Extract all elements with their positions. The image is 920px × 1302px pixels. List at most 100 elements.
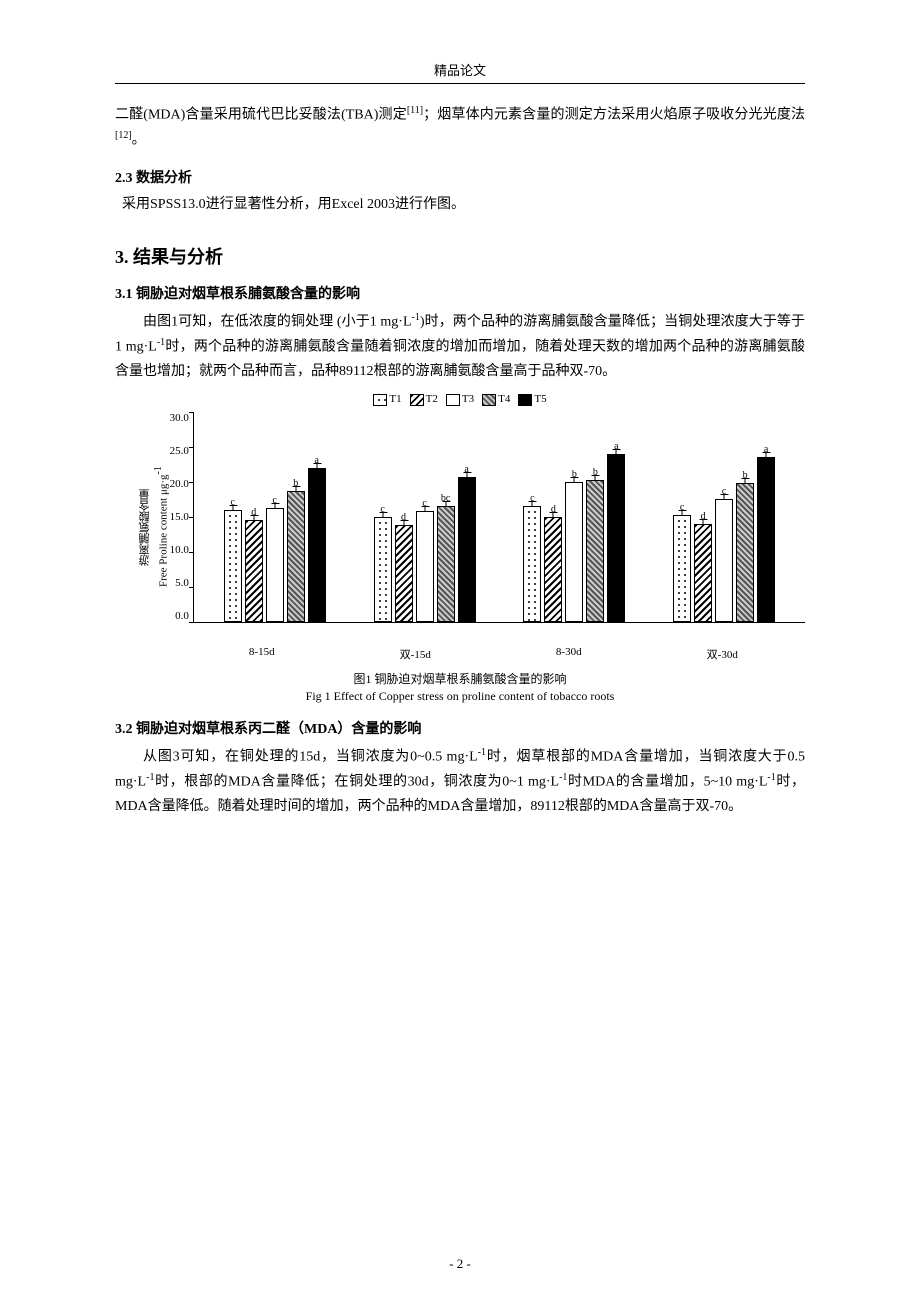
x-tick-label: 8-30d — [514, 646, 624, 662]
error-bar — [382, 512, 383, 518]
error-bar — [424, 506, 425, 512]
bar — [395, 525, 413, 622]
bar — [437, 506, 455, 622]
bar-column: d — [395, 513, 413, 622]
y-tick-label: 10.0 — [170, 544, 189, 556]
header-rule — [115, 83, 805, 84]
page-number: - 2 - — [0, 1256, 920, 1272]
error-bar — [253, 515, 254, 521]
y-tick-label: 30.0 — [170, 412, 189, 424]
bar — [607, 454, 625, 622]
error-bar — [682, 510, 683, 516]
error-bar — [466, 472, 467, 478]
legend-item: T3 — [446, 393, 474, 405]
bar-column: c — [374, 505, 392, 622]
bar-column: b — [586, 468, 604, 622]
error-bar — [595, 475, 596, 481]
bar — [715, 499, 733, 622]
bar — [757, 457, 775, 622]
y-axis-label: 游离脯氨酸含量Free Proline content μg·g-1 — [135, 412, 170, 642]
error-bar — [553, 512, 554, 518]
legend-label: T3 — [462, 393, 474, 405]
bar — [523, 506, 541, 622]
error-bar — [274, 503, 275, 509]
bar — [458, 477, 476, 622]
bar-column: c — [673, 503, 691, 621]
error-bar — [316, 463, 317, 469]
bar — [673, 515, 691, 621]
bar — [308, 468, 326, 622]
error-bar — [766, 452, 767, 458]
bar — [266, 508, 284, 622]
figure-1: T1 T2 T3 T4 T5 游离脯氨酸含量Free Proline content μ… — [115, 393, 805, 703]
bar-column: a — [308, 456, 326, 622]
error-bar — [232, 505, 233, 511]
y-tick-label: 15.0 — [170, 511, 189, 523]
paragraph-3-1: 由图1可知，在低浓度的铜处理 (小于1 mg·L-1)时，两个品种的游离脯氨酸含… — [115, 309, 805, 384]
bar-column: d — [245, 508, 263, 622]
legend-item: T4 — [482, 393, 510, 405]
bar-column: c — [224, 498, 242, 622]
chart-legend: T1 T2 T3 T4 T5 — [115, 393, 805, 405]
heading-3-2: 3.2 铜胁迫对烟草根系丙二醛（MDA）含量的影响 — [115, 718, 805, 738]
paragraph-intro-continuation: 二醛(MDA)含量采用硫代巴比妥酸法(TBA)测定[11]；烟草体内元素含量的测… — [115, 102, 805, 153]
bar-column: d — [694, 512, 712, 622]
bar-column: b — [565, 470, 583, 622]
bar-column: a — [757, 445, 775, 622]
error-bar — [295, 486, 296, 492]
x-tick-label: 双-15d — [360, 646, 470, 662]
legend-swatch — [373, 394, 387, 406]
bar — [544, 517, 562, 622]
y-tick-label: 5.0 — [175, 577, 189, 589]
y-tick-label: 0.0 — [175, 610, 189, 622]
error-bar — [445, 501, 446, 507]
bar — [245, 520, 263, 622]
paragraph-2-3: 采用SPSS13.0进行显著性分析，用Excel 2003进行作图。 — [122, 193, 805, 217]
legend-item: T5 — [518, 393, 546, 405]
error-bar — [745, 478, 746, 484]
bar-column: a — [458, 465, 476, 622]
heading-3-1: 3.1 铜胁迫对烟草根系脯氨酸含量的影响 — [115, 283, 805, 303]
bar-column: d — [544, 505, 562, 622]
figure-1-caption-en: Fig 1 Effect of Copper stress on proline… — [115, 689, 805, 704]
error-bar — [724, 494, 725, 500]
heading-3: 3. 结果与分析 — [115, 243, 805, 269]
x-tick-label: 双-30d — [667, 646, 777, 662]
bar — [224, 510, 242, 622]
legend-label: T4 — [498, 393, 510, 405]
error-bar — [703, 519, 704, 525]
bar-column: b — [287, 479, 305, 622]
legend-swatch — [410, 394, 424, 406]
legend-swatch — [446, 394, 460, 406]
bar — [565, 482, 583, 622]
legend-swatch — [518, 394, 532, 406]
bar — [694, 524, 712, 622]
bar-group: cdcba — [224, 456, 326, 622]
chart-plot: cdcbacdcbcacdbbacdcba — [193, 412, 805, 623]
y-tick-label: 20.0 — [170, 478, 189, 490]
legend-label: T5 — [534, 393, 546, 405]
bar-column: b — [736, 471, 754, 622]
y-tick-label: 25.0 — [170, 445, 189, 457]
page: 精品论文 二醛(MDA)含量采用硫代巴比妥酸法(TBA)测定[11]；烟草体内元… — [0, 0, 920, 1302]
heading-2-3: 2.3 数据分析 — [115, 167, 805, 187]
bar-group: cdbba — [523, 442, 625, 622]
bar — [736, 483, 754, 622]
paragraph-3-2: 从图3可知，在铜处理的15d，当铜浓度为0~0.5 mg·L-1时，烟草根部的M… — [115, 744, 805, 819]
bar-group: cdcba — [673, 445, 775, 622]
bar — [287, 491, 305, 622]
error-bar — [532, 501, 533, 507]
error-bar — [616, 449, 617, 455]
error-bar — [403, 520, 404, 526]
bar-column: c — [416, 499, 434, 622]
legend-swatch — [482, 394, 496, 406]
bar-column: bc — [437, 494, 455, 622]
figure-1-caption-cn: 图1 铜胁迫对烟草根系脯氨酸含量的影响 — [115, 670, 805, 687]
x-axis-labels: 8-15d双-15d8-30d双-30d — [179, 642, 805, 662]
legend-label: T2 — [426, 393, 438, 405]
legend-item: T1 — [373, 393, 401, 405]
bar-group: cdcbca — [374, 465, 476, 622]
error-bar — [574, 477, 575, 483]
chart-area: 游离脯氨酸含量Free Proline content μg·g-1 30.0 2… — [115, 412, 805, 642]
legend-label: T1 — [389, 393, 401, 405]
